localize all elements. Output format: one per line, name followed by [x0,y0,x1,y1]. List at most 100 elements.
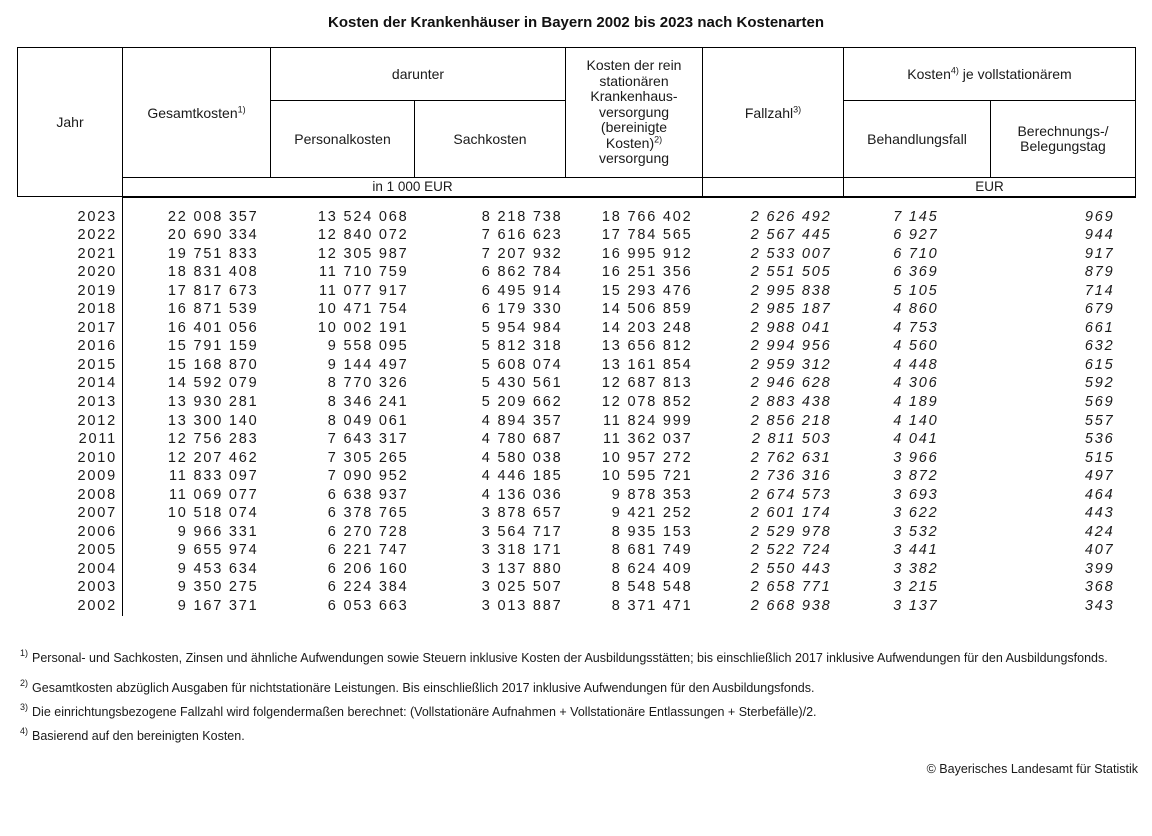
cell-fallzahl: 2 985 187 [750,301,832,318]
cell-personalkosten: 6 224 384 [327,579,409,596]
cell-berechnungstag: 368 [1084,579,1115,596]
cell-berechnungstag: 569 [1084,393,1115,410]
cell-bereinigte-kosten: 13 656 812 [601,338,693,355]
cell-fallzahl: 2 551 505 [750,264,832,281]
cell-bereinigte-kosten: 11 362 037 [603,431,693,448]
cell-sachkosten: 4 136 036 [481,486,563,503]
cell-behandlungsfall: 3 441 [893,542,939,559]
cell-fallzahl: 2 529 978 [750,523,832,540]
cell-fallzahl: 2 762 631 [750,449,832,466]
footnote-marker-2: 2) [654,134,663,145]
spacer-row [17,196,1136,208]
footnote-3: 3) Die einrichtungsbezogene Fallzahl wird… [20,703,1138,721]
cell-sachkosten: 4 894 357 [481,412,563,429]
cell-gesamtkosten: 17 817 673 [167,282,259,299]
cell-sachkosten: 3 878 657 [481,505,563,522]
cell-jahr: 2005 [17,541,123,560]
cell-personalkosten: 9 558 095 [327,338,409,355]
cell-gesamtkosten: 11 069 077 [169,486,259,503]
footnotes-section: 1) Personal- und Sachkosten, Zinsen und ä… [20,649,1138,745]
cell-gesamtkosten: 9 966 331 [177,523,259,540]
cell-personalkosten: 11 077 917 [319,282,409,299]
cell-personalkosten: 7 090 952 [327,468,409,485]
cell-gesamtkosten: 19 751 833 [167,245,259,262]
col-header-kosten-je-vollstationaerem: Kosten4) je vollstationärem [843,47,1136,101]
table-row: 2019 17 817 673 11 077 917 6 495 914 15 … [17,281,1136,301]
footnote-marker-3: 3) [793,103,802,114]
cell-personalkosten: 8 346 241 [327,393,409,410]
footnote-4: 4) Basierend auf den bereinigten Kosten. [20,727,1138,745]
cell-bereinigte-kosten: 14 203 248 [601,319,693,336]
cell-gesamtkosten: 14 592 079 [167,375,259,392]
cell-sachkosten: 4 780 687 [481,431,563,448]
cell-gesamtkosten: 18 831 408 [167,264,259,281]
cell-personalkosten: 6 638 937 [327,486,409,503]
table-row: 2021 19 751 833 12 305 987 7 207 932 16 … [17,244,1136,264]
cell-fallzahl: 2 995 838 [750,282,832,299]
cell-jahr: 2013 [17,392,123,412]
cell-sachkosten: 5 608 074 [481,356,563,373]
cell-behandlungsfall: 3 693 [893,486,939,503]
cell-personalkosten: 10 471 754 [317,301,409,318]
cell-personalkosten: 8 770 326 [327,375,409,392]
cell-behandlungsfall: 3 872 [893,468,939,485]
cell-jahr: 2011 [17,430,123,449]
bereinigte-kosten-lines: Kosten der rein stationären Krankenhaus-… [566,58,702,151]
cell-bereinigte-kosten: 16 251 356 [601,264,693,281]
cell-berechnungstag: 615 [1084,356,1115,373]
cell-gesamtkosten: 20 690 334 [167,227,259,244]
cell-jahr: 2010 [17,448,123,468]
cell-personalkosten: 6 270 728 [327,523,409,540]
cell-bereinigte-kosten: 8 681 749 [611,542,693,559]
cell-jahr: 2009 [17,467,123,486]
cell-bereinigte-kosten: 12 078 852 [601,393,693,410]
cell-sachkosten: 4 580 038 [481,449,563,466]
cell-behandlungsfall: 4 448 [893,356,939,373]
table-row: 2002 9 167 371 6 053 663 3 013 887 8 371… [17,596,1136,616]
cell-fallzahl: 2 567 445 [750,227,832,244]
table-row: 2015 15 168 870 9 144 497 5 608 074 13 1… [17,355,1136,375]
footnote-1-text: Personal- und Sachkosten, Zinsen und ähn… [32,650,1108,665]
table-row: 2009 11 833 097 7 090 952 4 446 185 10 5… [17,467,1136,486]
footnote-2-text: Gesamtkosten abzüglich Ausgaben für nich… [32,680,815,695]
cell-berechnungstag: 399 [1084,560,1115,577]
cell-personalkosten: 8 049 061 [327,412,409,429]
col-header-personalkosten: Personalkosten [270,100,415,178]
units-cell-empty [702,177,844,198]
cell-behandlungsfall: 6 927 [893,227,939,244]
cell-behandlungsfall: 6 710 [893,245,939,262]
cell-jahr: 2023 [17,207,123,227]
col-header-sachkosten: Sachkosten [414,100,566,178]
cell-bereinigte-kosten: 8 548 548 [611,579,693,596]
cell-personalkosten: 7 305 265 [327,449,409,466]
cell-fallzahl: 2 550 443 [750,560,832,577]
cell-behandlungsfall: 4 189 [893,393,939,410]
table-row: 2017 16 401 056 10 002 191 5 954 984 14 … [17,318,1136,338]
cell-berechnungstag: 944 [1084,227,1115,244]
cell-bereinigte-kosten: 17 784 565 [601,227,693,244]
cell-fallzahl: 2 668 938 [750,597,832,614]
cell-fallzahl: 2 988 041 [750,319,832,336]
table-row: 2011 12 756 283 7 643 317 4 780 687 11 3… [17,430,1136,449]
cell-gesamtkosten: 9 453 634 [177,560,259,577]
footnote-3-text: Die einrichtungsbezogene Fallzahl wird f… [32,704,817,719]
cell-personalkosten: 6 053 663 [327,597,409,614]
cell-sachkosten: 3 137 880 [481,560,563,577]
table-row: 2023 22 008 357 13 524 068 8 218 738 18 … [17,207,1136,227]
cell-bereinigte-kosten: 10 957 272 [601,449,693,466]
fallzahl-label: Fallzahl [744,104,794,121]
cell-berechnungstag: 679 [1084,301,1115,318]
cell-jahr: 2021 [17,244,123,264]
bereinigte-kosten-label-last-line: versorgung [598,150,670,167]
cell-behandlungsfall: 3 532 [893,523,939,540]
cell-fallzahl: 2 811 503 [751,431,832,448]
cell-berechnungstag: 879 [1084,264,1115,281]
cell-berechnungstag: 557 [1084,412,1115,429]
cell-berechnungstag: 632 [1084,338,1115,355]
cell-bereinigte-kosten: 18 766 402 [601,208,693,225]
cell-bereinigte-kosten: 8 624 409 [611,560,693,577]
page-title: Kosten der Krankenhäuser in Bayern 2002 … [327,14,825,31]
kosten-je-label-rest: je vollstationärem [958,66,1072,82]
footnote-2-marker: 2) [20,678,29,689]
cell-personalkosten: 6 221 747 [327,542,409,559]
